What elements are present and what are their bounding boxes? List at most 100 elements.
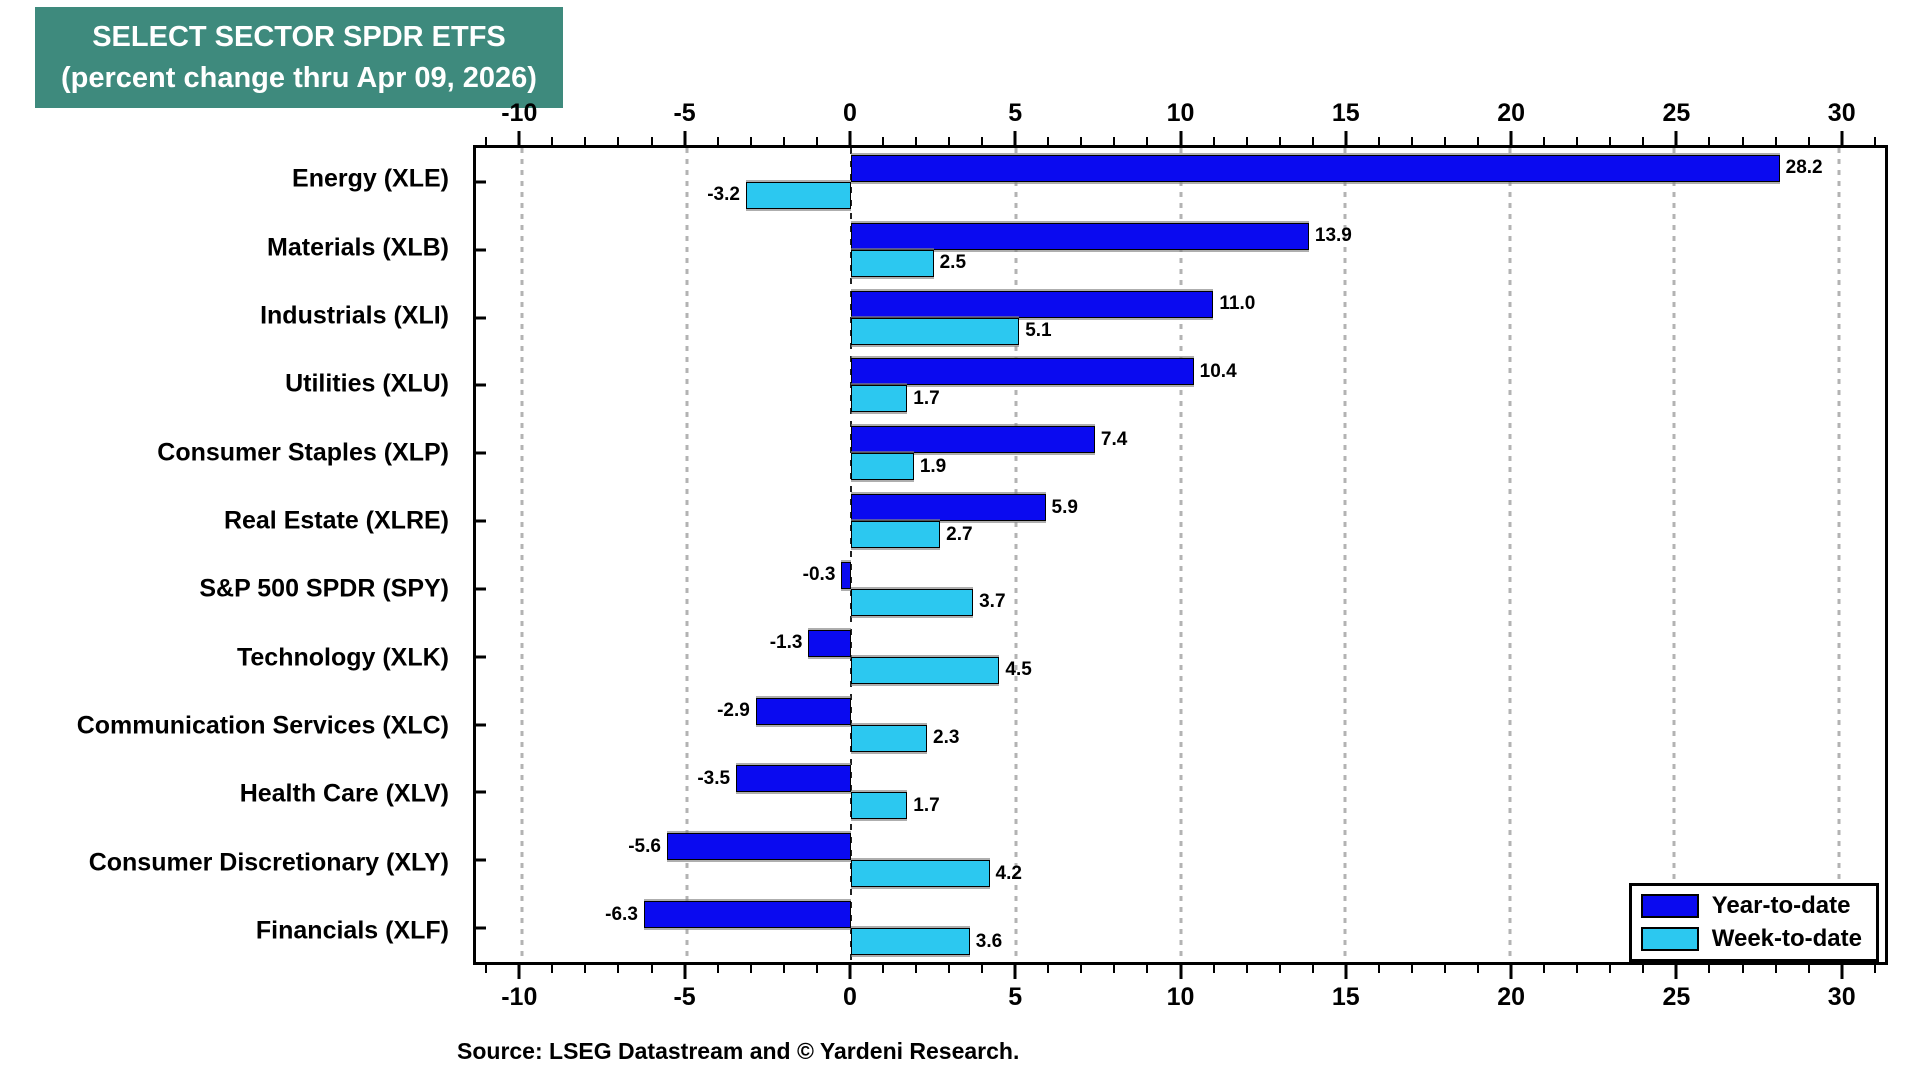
axis-tick xyxy=(716,137,719,145)
axis-tick xyxy=(584,965,587,973)
category-labels: Energy (XLE) Materials (XLB) Industrials (… xyxy=(0,145,461,965)
axis-tick xyxy=(1609,137,1612,145)
bar-value-label: 5.9 xyxy=(1051,496,1078,518)
bar-value-label: 1.7 xyxy=(913,794,940,816)
bar-value-label: -5.6 xyxy=(628,835,661,857)
gridline xyxy=(1343,148,1347,962)
axis-tick-label: 20 xyxy=(1497,983,1525,1011)
axis-tick xyxy=(1609,965,1612,973)
axis-tick xyxy=(782,965,785,973)
axis-tick xyxy=(1344,131,1348,145)
bar-value-label: 28.2 xyxy=(1785,157,1823,179)
bar-year-to-date xyxy=(666,833,852,861)
axis-tick xyxy=(1179,965,1182,979)
axis-tick xyxy=(1840,965,1844,979)
axis-tick xyxy=(716,965,719,973)
axis-tick xyxy=(1477,965,1480,973)
bar-value-label: -6.3 xyxy=(605,903,638,925)
axis-tick xyxy=(1113,965,1116,973)
bar-value-label: -3.5 xyxy=(697,767,731,789)
axis-tick-label: 20 xyxy=(1497,99,1525,127)
category-label: Industrials (XLI) xyxy=(260,301,449,330)
axis-tick-label: 30 xyxy=(1827,983,1856,1011)
axis-tick-label: 5 xyxy=(1008,99,1023,127)
axis-tick xyxy=(1443,137,1446,145)
bar-week-to-date xyxy=(851,860,990,888)
gridline xyxy=(1508,148,1512,962)
bar-value-label: 3.7 xyxy=(979,591,1006,613)
bar-value-label: 3.6 xyxy=(975,930,1003,952)
bar-week-to-date xyxy=(851,928,970,956)
category-label: Communication Services (XLC) xyxy=(76,711,449,740)
axis-tick xyxy=(948,965,951,973)
axis-tick xyxy=(948,137,951,145)
legend-label: Year-to-date xyxy=(1711,892,1851,919)
axis-tick xyxy=(1674,131,1678,145)
bar-value-label: 13.9 xyxy=(1314,225,1352,247)
axis-tick xyxy=(749,965,752,973)
category-label: S&P 500 SPDR (SPY) xyxy=(199,574,449,603)
zero-line xyxy=(850,148,853,962)
axis-tick xyxy=(1278,965,1281,973)
category-label: Consumer Staples (XLP) xyxy=(157,438,449,466)
category-tick xyxy=(476,587,486,591)
axis-tick xyxy=(1377,965,1380,973)
gridline xyxy=(685,148,689,962)
axis-tick xyxy=(517,965,521,979)
axis-tick xyxy=(1212,137,1215,145)
category-tick xyxy=(476,723,486,727)
axis-tick-label: 5 xyxy=(1008,983,1023,1011)
chart-title-line-2: (percent change thru Apr 09, 2026) xyxy=(61,61,537,94)
axis-tick-label: -10 xyxy=(501,99,538,127)
gridline xyxy=(520,148,524,962)
axis-tick xyxy=(881,965,884,973)
axis-tick xyxy=(650,965,653,973)
bar-week-to-date xyxy=(851,317,1020,345)
axis-tick xyxy=(683,965,687,979)
axis-tick-label: 15 xyxy=(1331,99,1360,127)
category-label: Utilities (XLU) xyxy=(285,369,449,398)
axis-tick-label: 25 xyxy=(1662,983,1691,1011)
bar-value-label: 2.5 xyxy=(939,252,967,274)
axis-tick xyxy=(981,137,984,145)
axis-tick xyxy=(1741,137,1744,145)
axis-tick xyxy=(1509,131,1513,145)
axis-tick xyxy=(1080,965,1083,973)
bar-week-to-date xyxy=(851,385,908,413)
axis-tick xyxy=(517,131,521,145)
legend-item: Year-to-date xyxy=(1640,892,1862,920)
axis-tick-label: -10 xyxy=(501,983,538,1011)
legend-item: Week-to-date xyxy=(1640,925,1862,953)
axis-tick xyxy=(1642,137,1645,145)
axis-tick xyxy=(617,965,620,973)
axis-tick xyxy=(551,965,554,973)
bar-week-to-date xyxy=(745,181,852,209)
bar-week-to-date xyxy=(851,249,934,277)
axis-tick xyxy=(1674,965,1678,979)
bar-value-label: 5.1 xyxy=(1025,320,1052,342)
axis-tick xyxy=(1741,965,1744,973)
bar-week-to-date xyxy=(851,656,1000,684)
bar-value-label: -1.3 xyxy=(769,632,803,654)
bar-value-label: 1.9 xyxy=(919,455,947,477)
axis-tick-label: 0 xyxy=(842,983,857,1011)
gridline xyxy=(1672,148,1676,962)
gridline xyxy=(1179,148,1182,962)
bar-value-label: 2.7 xyxy=(946,523,973,545)
axis-tick xyxy=(815,137,818,145)
axis-tick xyxy=(1146,137,1149,145)
axis-tick xyxy=(1774,137,1777,145)
axis-tick xyxy=(915,965,917,973)
axis-tick xyxy=(1642,965,1645,973)
bar-week-to-date xyxy=(851,588,974,616)
axis-tick xyxy=(915,137,917,145)
axis-tick xyxy=(1245,965,1248,973)
bar-value-label: 1.7 xyxy=(913,387,940,409)
bar-year-to-date xyxy=(851,358,1194,386)
bar-value-label: 4.2 xyxy=(995,862,1022,884)
bar-value-label: 10.4 xyxy=(1199,360,1237,382)
category-label: Real Estate (XLRE) xyxy=(223,506,449,535)
bar-value-label: 11.0 xyxy=(1219,293,1256,315)
axis-tick xyxy=(1774,965,1777,973)
bar-year-to-date xyxy=(851,426,1095,454)
